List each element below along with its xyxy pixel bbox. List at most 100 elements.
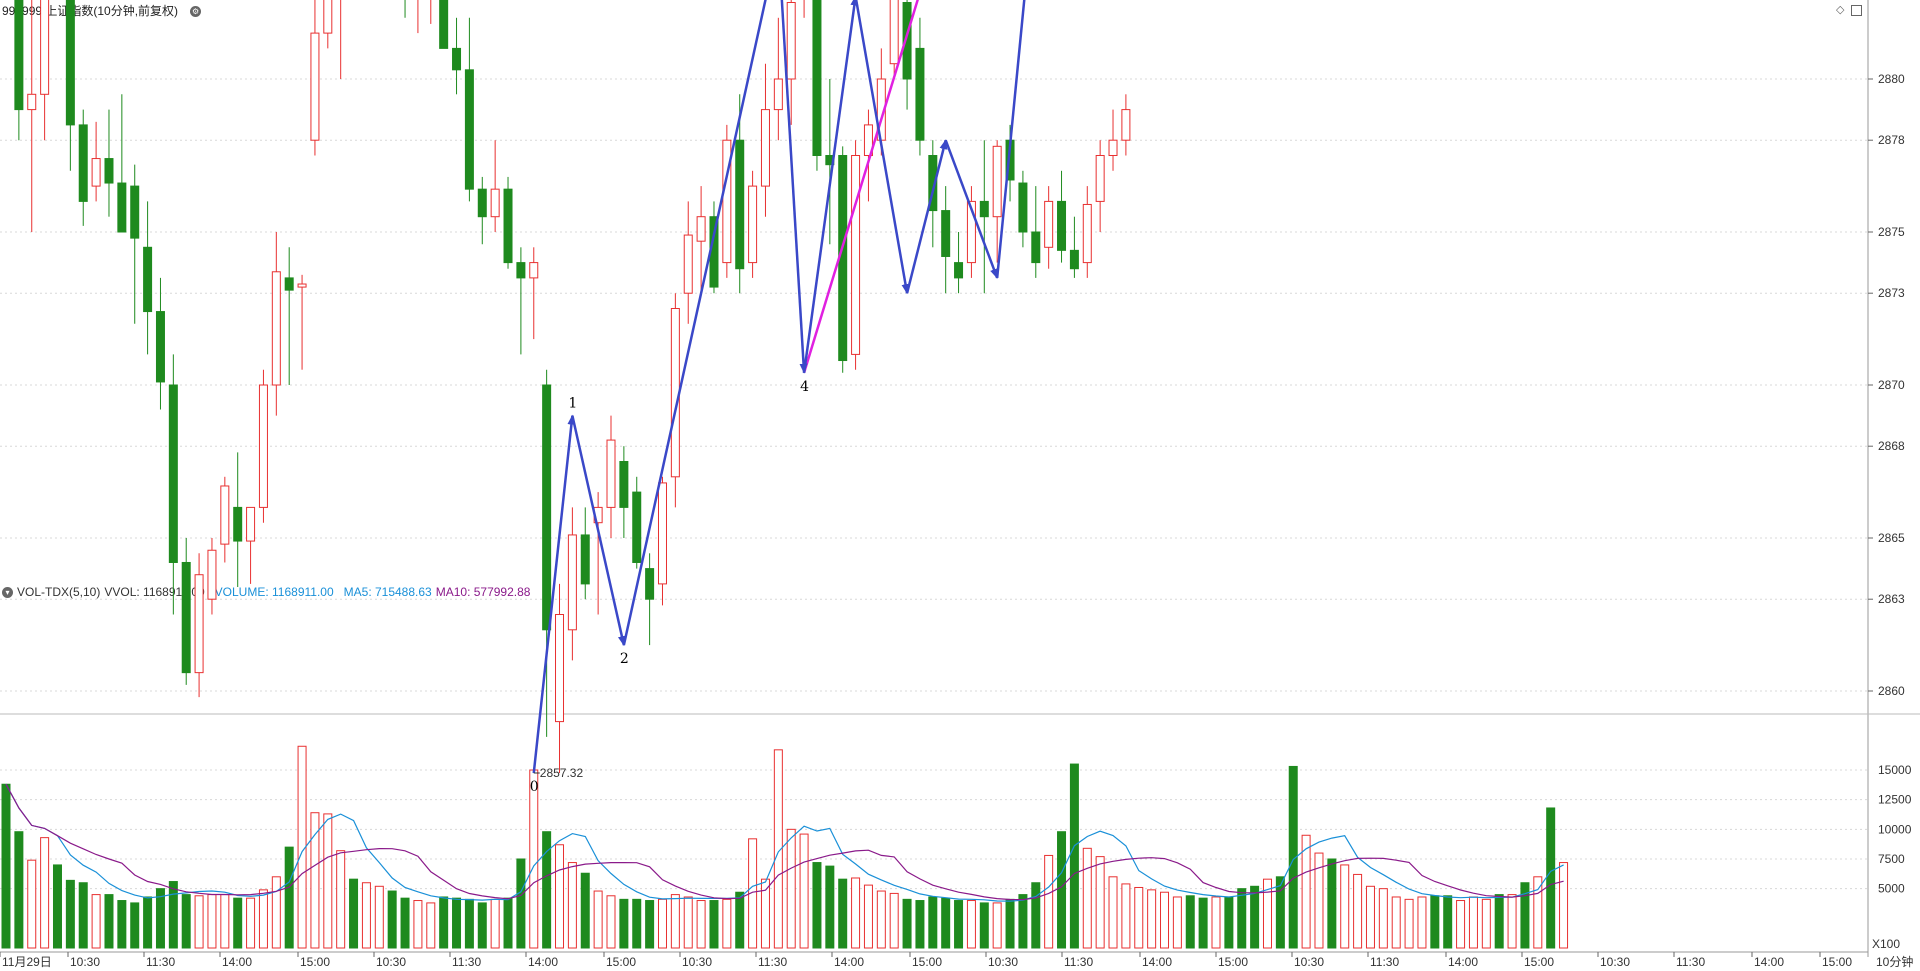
- price-tick-label: 2868: [1878, 439, 1905, 453]
- volume-bar: [979, 902, 989, 949]
- blue-stroke: [622, 0, 767, 646]
- candle-body: [1069, 249, 1079, 270]
- volume-bar: [1275, 876, 1285, 949]
- volume-bar: [915, 900, 925, 949]
- volume-bar: [1353, 873, 1363, 949]
- volume-bar: [155, 888, 165, 949]
- volume-bar: [78, 882, 88, 949]
- volume-bar: [1481, 898, 1491, 949]
- vvol-value: VVOL: 1168911.00: [104, 585, 205, 599]
- candle-body: [632, 491, 642, 563]
- volume-bar: [439, 896, 449, 949]
- time-tick-label: 14:00: [222, 955, 252, 969]
- volume-bar: [632, 898, 642, 949]
- volume-unit-label: X100: [1872, 937, 1900, 951]
- volume-bar: [426, 902, 436, 949]
- volume-bar: [1378, 888, 1388, 949]
- candle-body: [104, 158, 114, 184]
- candle-body: [992, 145, 1002, 218]
- volume-bar: [1314, 852, 1324, 949]
- volume-bar: [1044, 854, 1054, 949]
- volume-bar: [1198, 897, 1208, 949]
- candle-body: [683, 234, 693, 294]
- candle-body: [773, 78, 783, 111]
- blue-stroke: [905, 139, 948, 294]
- price-tick-label: 2878: [1878, 133, 1905, 147]
- volume-bar: [1404, 898, 1414, 949]
- candle-body: [91, 158, 101, 187]
- pivot-label: 0: [530, 779, 539, 795]
- time-tick-label: 10:30: [682, 955, 712, 969]
- volume-bar: [194, 895, 204, 949]
- panel-toggle-icon[interactable]: [1850, 4, 1862, 16]
- candle-body: [65, 0, 75, 126]
- candle-body: [555, 614, 565, 723]
- volume-bar: [748, 838, 758, 949]
- candle-body: [233, 506, 243, 542]
- candle-body: [516, 262, 526, 279]
- candle-body: [117, 182, 127, 233]
- price-tick-label: 2875: [1878, 225, 1905, 239]
- indicator-name: VOL-TDX(5,10): [17, 585, 101, 599]
- candle-body: [863, 124, 873, 157]
- candle-body: [567, 534, 577, 631]
- volume-tick-label: 15000: [1878, 763, 1912, 777]
- settings-gear-icon[interactable]: ⚙: [190, 6, 202, 18]
- volume-bar: [271, 876, 281, 949]
- volume-bar: [1327, 858, 1337, 949]
- candle-body: [310, 32, 320, 141]
- candle-body: [722, 139, 732, 264]
- candle-body: [928, 155, 938, 212]
- volume-bar: [323, 813, 333, 949]
- volume-bar: [207, 894, 217, 949]
- volume-bar: [580, 872, 590, 949]
- volume-bar: [1172, 896, 1182, 949]
- volume-bar: [799, 833, 809, 949]
- candle-body: [503, 188, 513, 264]
- candle-body: [27, 93, 37, 111]
- candle-body: [130, 185, 140, 239]
- volume-bar: [1443, 895, 1453, 949]
- volume-bar: [1224, 896, 1234, 949]
- price-tick-label: 2880: [1878, 72, 1905, 86]
- diamond-icon[interactable]: ◇: [1836, 4, 1845, 16]
- volume-bar: [413, 900, 423, 949]
- candle-body: [889, 0, 899, 65]
- volume-tick-label: 12500: [1878, 793, 1912, 807]
- volume-bar: [1546, 807, 1556, 949]
- volume-bar: [1031, 882, 1041, 949]
- volume-tick-label: 7500: [1878, 852, 1905, 866]
- volume-bar: [374, 885, 384, 949]
- volume-bar: [1005, 898, 1015, 949]
- volume-bar: [1430, 895, 1440, 949]
- blue-stroke: [532, 414, 576, 774]
- window-controls: ◇: [1836, 3, 1862, 16]
- volume-bar: [503, 897, 513, 949]
- volume-bar: [14, 831, 24, 949]
- candle-body: [851, 155, 861, 355]
- volume-bar: [529, 769, 539, 949]
- volume-bar: [1160, 891, 1170, 949]
- time-tick-label: 11月29日: [2, 955, 52, 969]
- candle-body: [14, 0, 24, 111]
- candle-body: [542, 384, 552, 631]
- volume-bar: [645, 900, 655, 949]
- candle-body: [181, 561, 191, 674]
- time-tick-label: 10:30: [70, 955, 100, 969]
- pivot-label: 1: [568, 396, 577, 412]
- volume-bar: [838, 878, 848, 949]
- volume-bar: [168, 881, 178, 949]
- volume-bar: [1533, 876, 1543, 949]
- candle-body: [748, 185, 758, 264]
- indicator-menu-icon[interactable]: ▾: [2, 587, 13, 599]
- volume-bar: [954, 900, 964, 949]
- candle-body: [1082, 203, 1092, 264]
- volume-bar: [1069, 763, 1079, 949]
- volume-bar: [387, 890, 397, 949]
- ma10-line: [5, 783, 1564, 901]
- volume-bar: [1147, 889, 1157, 949]
- candle-body: [979, 200, 989, 218]
- candle-body: [529, 262, 539, 279]
- candle-body: [1057, 200, 1067, 251]
- time-tick-label: 15:00: [606, 955, 636, 969]
